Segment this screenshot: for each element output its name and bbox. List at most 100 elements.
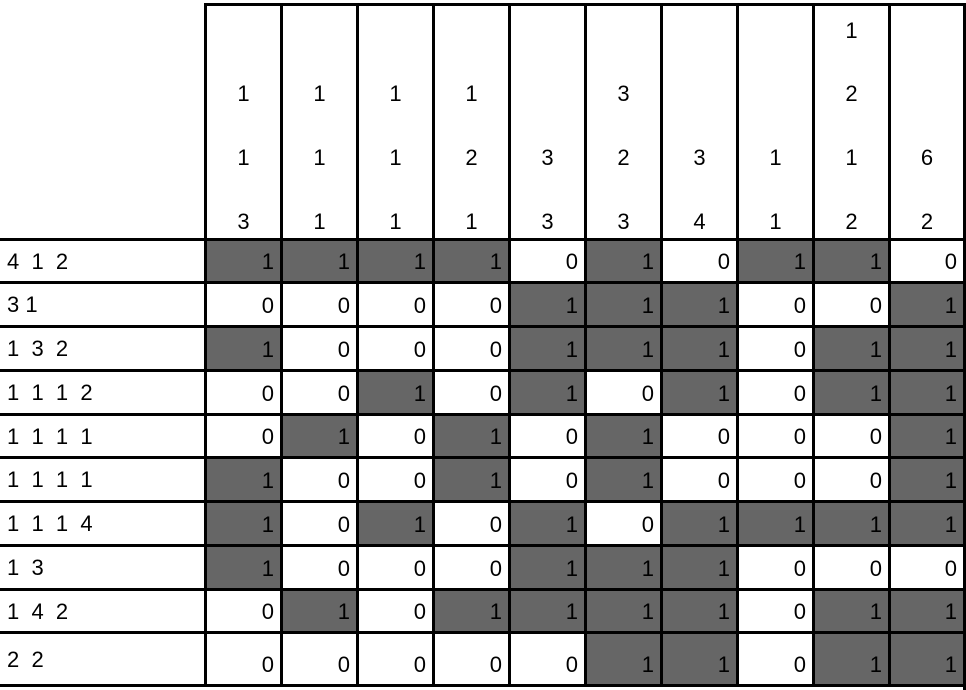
cell-empty[interactable]: 0 (508, 413, 584, 456)
cell-filled[interactable]: 1 (204, 456, 280, 500)
cell-empty[interactable]: 0 (280, 456, 356, 500)
cell-empty[interactable]: 0 (204, 631, 280, 684)
cell-empty[interactable]: 0 (736, 325, 812, 369)
cell-filled[interactable]: 1 (508, 325, 584, 369)
cell-filled[interactable]: 1 (280, 588, 356, 631)
cell-filled[interactable]: 1 (812, 631, 888, 684)
cell-empty[interactable]: 0 (204, 588, 280, 631)
cell-filled[interactable]: 1 (204, 325, 280, 369)
cell-filled[interactable]: 1 (584, 588, 660, 631)
cell-filled[interactable]: 1 (660, 544, 736, 588)
cell-filled[interactable]: 1 (432, 456, 508, 500)
cell-filled[interactable]: 1 (508, 500, 584, 544)
cell-filled[interactable]: 1 (584, 238, 660, 281)
cell-empty[interactable]: 0 (356, 631, 432, 684)
cell-filled[interactable]: 1 (812, 369, 888, 413)
cell-empty[interactable]: 0 (812, 281, 888, 325)
cell-empty[interactable]: 0 (280, 369, 356, 413)
cell-filled[interactable]: 1 (508, 281, 584, 325)
cell-empty[interactable]: 0 (660, 413, 736, 456)
cell-filled[interactable]: 1 (432, 588, 508, 631)
cell-filled[interactable]: 1 (660, 500, 736, 544)
cell-empty[interactable]: 0 (736, 588, 812, 631)
cell-empty[interactable]: 0 (736, 456, 812, 500)
cell-empty[interactable]: 0 (736, 281, 812, 325)
cell-empty[interactable]: 0 (736, 413, 812, 456)
cell-filled[interactable]: 1 (584, 325, 660, 369)
cell-empty[interactable]: 0 (508, 238, 584, 281)
cell-filled[interactable]: 1 (736, 500, 812, 544)
cell-filled[interactable]: 1 (584, 544, 660, 588)
cell-empty[interactable]: 0 (280, 544, 356, 588)
cell-empty[interactable]: 0 (736, 631, 812, 684)
cell-empty[interactable]: 0 (204, 281, 280, 325)
cell-empty[interactable]: 0 (356, 281, 432, 325)
cell-filled[interactable]: 1 (660, 281, 736, 325)
cell-filled[interactable]: 1 (204, 544, 280, 588)
cell-filled[interactable]: 1 (812, 238, 888, 281)
cell-empty[interactable]: 0 (584, 369, 660, 413)
cell-filled[interactable]: 1 (432, 413, 508, 456)
cell-filled[interactable]: 1 (888, 325, 963, 369)
cell-filled[interactable]: 1 (812, 588, 888, 631)
cell-empty[interactable]: 0 (508, 631, 584, 684)
cell-empty[interactable]: 0 (736, 369, 812, 413)
cell-filled[interactable]: 1 (356, 369, 432, 413)
cell-empty[interactable]: 0 (812, 544, 888, 588)
cell-empty[interactable]: 0 (280, 631, 356, 684)
cell-empty[interactable]: 0 (280, 325, 356, 369)
cell-empty[interactable]: 0 (812, 456, 888, 500)
cell-filled[interactable]: 1 (888, 588, 963, 631)
cell-empty[interactable]: 0 (432, 281, 508, 325)
cell-filled[interactable]: 1 (736, 238, 812, 281)
cell-empty[interactable]: 0 (888, 544, 963, 588)
cell-filled[interactable]: 1 (356, 500, 432, 544)
cell-filled[interactable]: 1 (584, 456, 660, 500)
cell-filled[interactable]: 1 (204, 238, 280, 281)
cell-empty[interactable]: 0 (432, 500, 508, 544)
cell-empty[interactable]: 0 (432, 544, 508, 588)
cell-empty[interactable]: 0 (280, 500, 356, 544)
cell-filled[interactable]: 1 (508, 544, 584, 588)
cell-filled[interactable]: 1 (660, 631, 736, 684)
cell-filled[interactable]: 1 (584, 413, 660, 456)
cell-filled[interactable]: 1 (280, 413, 356, 456)
cell-empty[interactable]: 0 (280, 281, 356, 325)
cell-empty[interactable]: 0 (356, 456, 432, 500)
cell-empty[interactable]: 0 (584, 500, 660, 544)
cell-filled[interactable]: 1 (508, 369, 584, 413)
cell-filled[interactable]: 1 (888, 369, 963, 413)
cell-empty[interactable]: 0 (204, 413, 280, 456)
cell-filled[interactable]: 1 (888, 413, 963, 456)
cell-empty[interactable]: 0 (432, 325, 508, 369)
cell-empty[interactable]: 0 (660, 238, 736, 281)
cell-filled[interactable]: 1 (432, 238, 508, 281)
cell-filled[interactable]: 1 (660, 325, 736, 369)
cell-filled[interactable]: 1 (660, 369, 736, 413)
cell-filled[interactable]: 1 (280, 238, 356, 281)
cell-empty[interactable]: 0 (356, 413, 432, 456)
cell-filled[interactable]: 1 (584, 631, 660, 684)
cell-empty[interactable]: 0 (432, 369, 508, 413)
cell-filled[interactable]: 1 (508, 588, 584, 631)
cell-filled[interactable]: 1 (888, 456, 963, 500)
cell-empty[interactable]: 0 (508, 456, 584, 500)
cell-filled[interactable]: 1 (812, 500, 888, 544)
cell-filled[interactable]: 1 (812, 325, 888, 369)
cell-empty[interactable]: 0 (736, 544, 812, 588)
cell-empty[interactable]: 0 (888, 238, 963, 281)
cell-empty[interactable]: 0 (204, 369, 280, 413)
cell-filled[interactable]: 1 (660, 588, 736, 631)
cell-filled[interactable]: 1 (356, 238, 432, 281)
cell-empty[interactable]: 0 (432, 631, 508, 684)
cell-filled[interactable]: 1 (204, 500, 280, 544)
cell-filled[interactable]: 1 (888, 631, 963, 684)
cell-filled[interactable]: 1 (888, 281, 963, 325)
cell-empty[interactable]: 0 (356, 588, 432, 631)
cell-filled[interactable]: 1 (584, 281, 660, 325)
cell-empty[interactable]: 0 (356, 544, 432, 588)
cell-empty[interactable]: 0 (356, 325, 432, 369)
cell-filled[interactable]: 1 (888, 500, 963, 544)
cell-empty[interactable]: 0 (660, 456, 736, 500)
cell-empty[interactable]: 0 (812, 413, 888, 456)
